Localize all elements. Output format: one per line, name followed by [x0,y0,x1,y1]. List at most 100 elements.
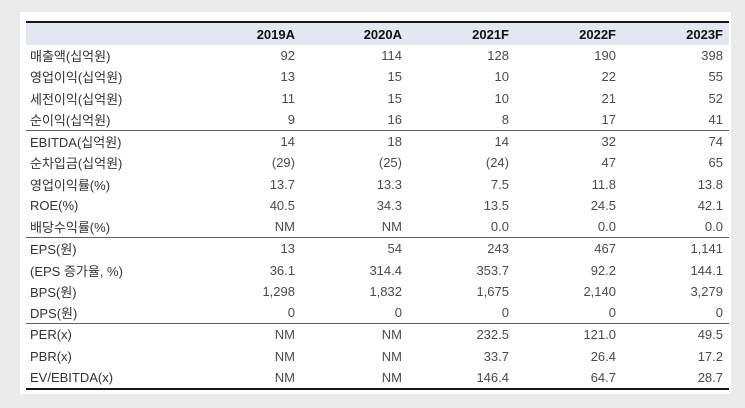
row-value: 74 [708,134,723,150]
table-row: ROE(%) 40.5 34.3 13.5 24.5 42.1 [26,195,729,216]
row-value: 13.7 [269,176,295,192]
row-group-4: PER(x) NM NM 232.5 121.0 49.5 PBR(x) NM NM 33.7 26… [26,323,729,388]
row-value: 34.3 [376,197,402,213]
row-value: 52 [708,90,723,106]
table-row: PER(x) NM NM 232.5 121.0 49.5 [26,324,729,345]
row-value: 16 [387,111,402,127]
row-value: 33.7 [483,348,509,364]
row-value: 15 [387,90,402,106]
table-header-row: 2019A 2020A 2021F 2022F 2023F [26,23,729,45]
row-label: ROE(%) [30,197,79,213]
row-value: 11.8 [591,176,616,192]
row-value: (29) [271,155,295,171]
row-label: 배당수익률(%) [30,220,111,236]
row-label: BPS(원) [30,284,77,300]
row-label: 영업이익률(%) [30,177,111,193]
row-value: (25) [378,155,402,171]
row-value: 42.1 [697,197,723,213]
header-cell-2020a: 2020A [363,26,402,42]
row-value: NM [274,219,295,235]
row-value: 14 [494,134,509,150]
financial-summary-table: 2019A 2020A 2021F 2022F 2023F 매출액(십억원) 92 114 1… [26,21,729,390]
row-value: 13.3 [376,176,402,192]
row-label: 세전이익(십억원) [30,91,123,107]
row-value: NM [381,219,402,235]
row-value: 17.2 [697,348,723,364]
row-value: 64.7 [590,369,616,385]
row-value: 0 [287,305,295,321]
table-row: EPS(원) 13 54 243 467 1,141 [26,238,729,259]
row-label: 순이익(십억원) [30,112,111,128]
row-value: 0 [715,305,723,321]
row-value: 146.4 [476,369,509,385]
row-value: 467 [594,241,616,257]
row-value: 243 [487,241,509,257]
table-row: 매출액(십억원) 92 114 128 190 398 [26,45,729,66]
row-value: 10 [494,90,509,106]
row-value: 0 [501,305,509,321]
row-value: 32 [601,134,616,150]
row-value: 0.0 [704,219,723,235]
row-value: 65 [708,155,723,171]
row-value: 13.5 [483,197,509,213]
table-row: PBR(x) NM NM 33.7 26.4 17.2 [26,346,729,367]
row-value: NM [381,369,402,385]
row-value: 40.5 [269,197,295,213]
row-value: 18 [387,134,402,150]
report-panel: 2019A 2020A 2021F 2022F 2023F 매출액(십억원) 92 114 1… [20,12,731,394]
row-value: 128 [487,48,509,64]
row-value: 232.5 [476,327,509,343]
row-label: EPS(원) [30,242,77,258]
row-value: 11 [281,90,296,106]
row-value: 54 [387,241,402,257]
row-value: 314.4 [369,262,402,278]
table-row: (EPS 증가율, %) 36.1 314.4 353.7 92.2 144.1 [26,260,729,281]
row-value: (24) [485,155,509,171]
table-row: BPS(원) 1,298 1,832 1,675 2,140 3,279 [26,281,729,302]
row-label: EV/EBITDA(x) [30,369,114,385]
row-value: 92 [280,48,295,64]
row-value: 1,298 [262,283,295,299]
row-value: 9 [287,111,295,127]
table-row: 순이익(십억원) 9 16 8 17 41 [26,109,729,130]
row-group-3: EPS(원) 13 54 243 467 1,141 (EPS 증가율, %) 36.1 314… [26,237,729,323]
row-value: 17 [601,111,616,127]
row-value: 41 [708,111,723,127]
row-value: NM [274,327,295,343]
row-value: 144.1 [690,262,723,278]
row-value: 22 [601,69,616,85]
row-label: DPS(원) [30,306,78,322]
row-value: 1,832 [369,283,402,299]
header-cell-2023f: 2023F [686,26,723,42]
table-body: 매출액(십억원) 92 114 128 190 398 영업이익(십억원) 13 15 10 22 5… [26,45,729,388]
row-value: NM [274,348,295,364]
table-row: 배당수익률(%) NM NM 0.0 0.0 0.0 [26,216,729,237]
row-value: 24.5 [590,197,616,213]
row-value: 14 [280,134,295,150]
table-row: 세전이익(십억원) 11 15 10 21 52 [26,88,729,109]
row-label: 매출액(십억원) [30,49,111,65]
table-row: 순차입금(십억원) (29) (25) (24) 47 65 [26,152,729,173]
row-value: 0.0 [490,219,509,235]
row-value: 13.8 [697,176,723,192]
row-value: 3,279 [690,283,723,299]
table-row: EV/EBITDA(x) NM NM 146.4 64.7 28.7 [26,367,729,388]
row-label: 영업이익(십억원) [30,70,123,86]
row-value: 55 [708,69,723,85]
row-value: 49.5 [697,327,723,343]
row-value: 10 [494,69,509,85]
row-label: 순차입금(십억원) [30,156,123,172]
row-label: PER(x) [30,327,72,343]
row-value: 7.5 [490,176,509,192]
row-value: 13 [280,241,295,257]
header-cell-2019a: 2019A [256,26,295,42]
row-value: 0.0 [597,219,616,235]
row-value: 47 [601,155,616,171]
row-group-1: 매출액(십억원) 92 114 128 190 398 영업이익(십억원) 13 15 10 22 5… [26,45,729,130]
header-cell-2022f: 2022F [579,26,616,42]
row-value: 121.0 [583,327,616,343]
row-group-2: EBITDA(십억원) 14 18 14 32 74 순차입금(십억원) (29) (25) (2… [26,130,729,237]
row-value: 0 [394,305,402,321]
table-row: EBITDA(십억원) 14 18 14 32 74 [26,131,729,152]
row-value: 353.7 [476,262,509,278]
